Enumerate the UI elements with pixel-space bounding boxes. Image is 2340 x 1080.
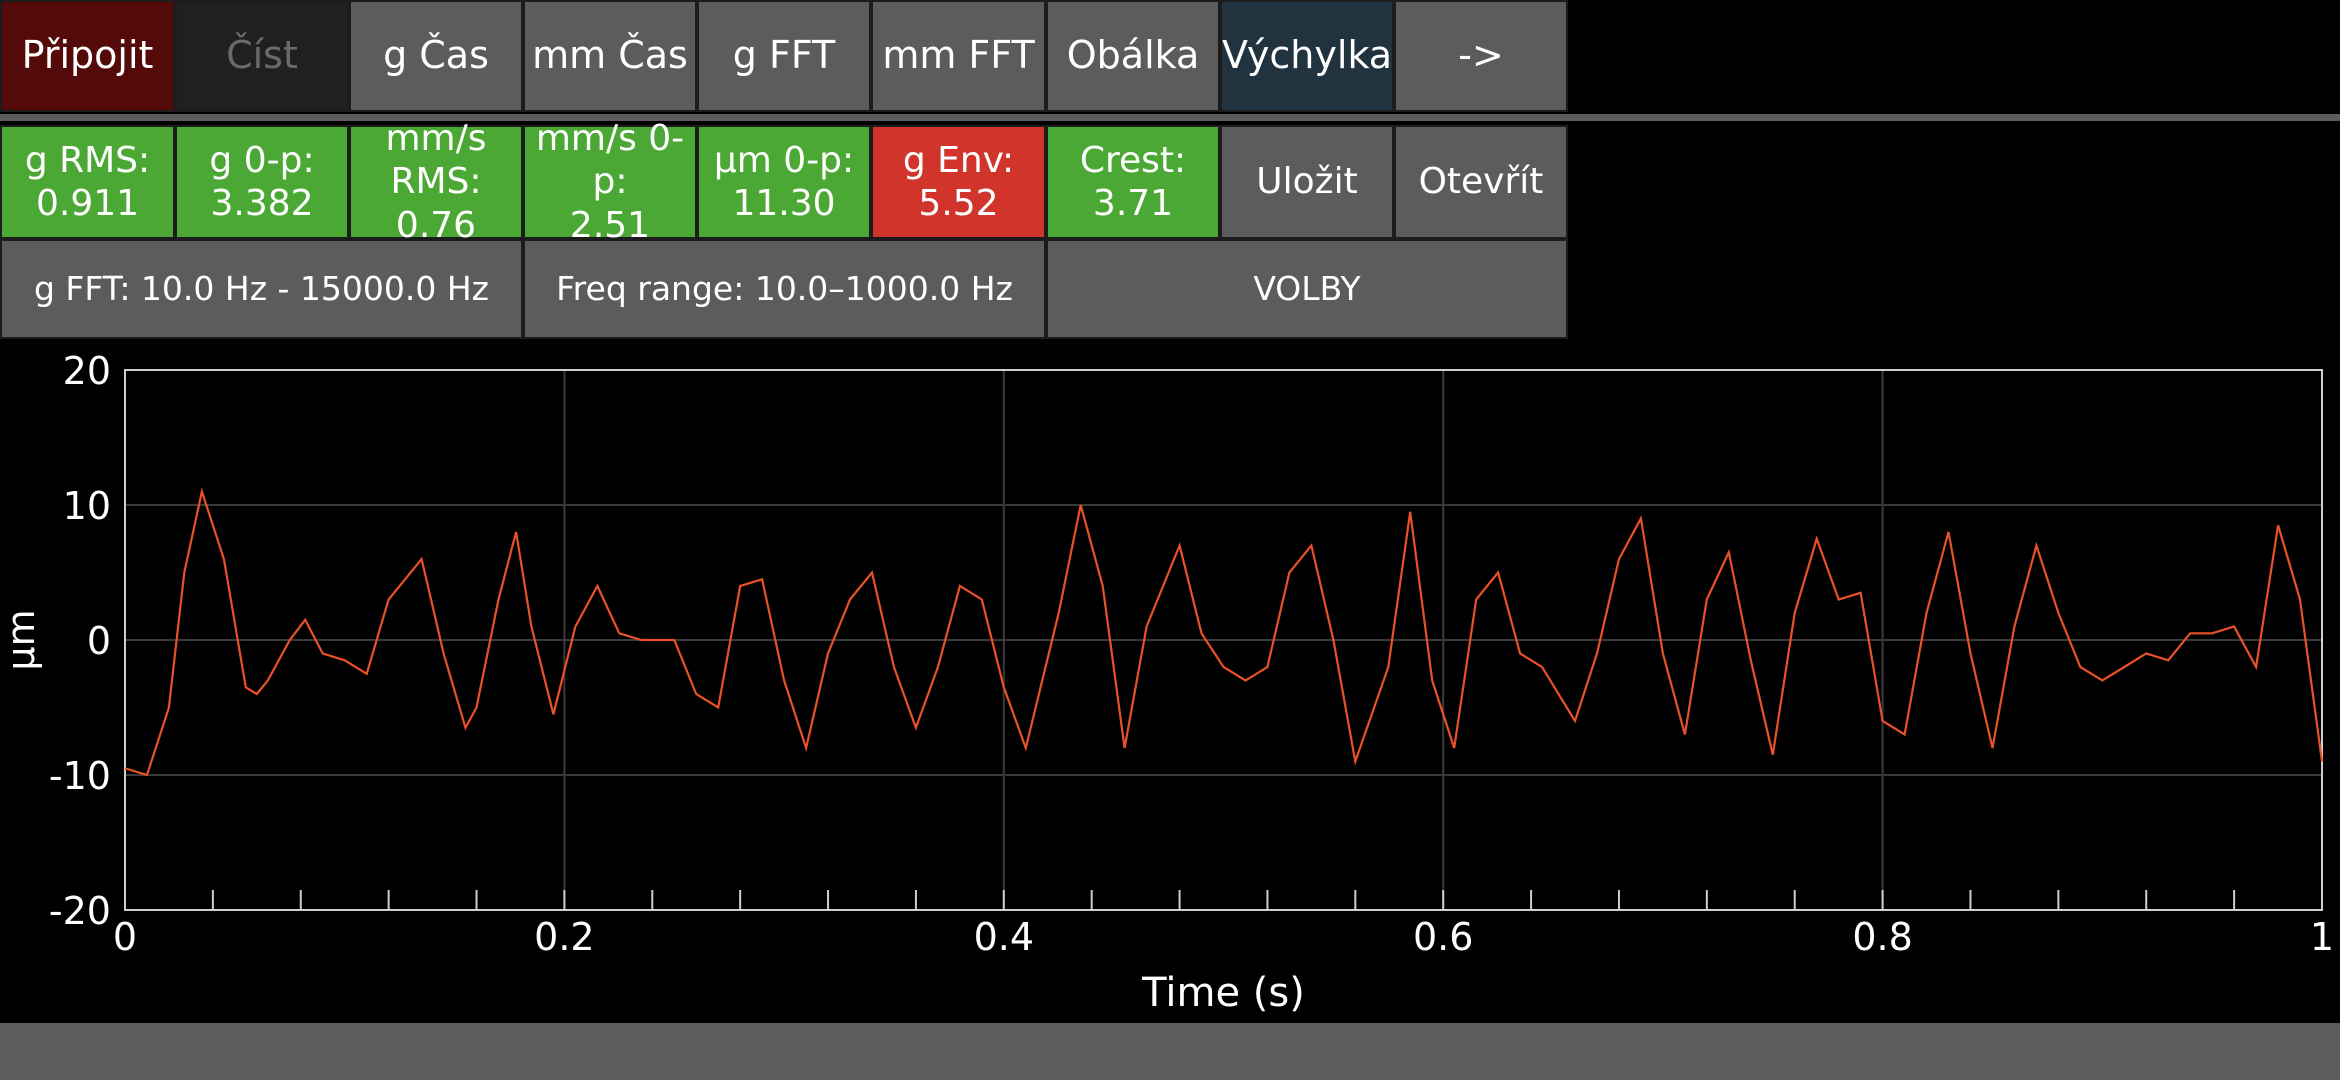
metric-value: 0.911 [35, 183, 140, 224]
metric-value: 3.382 [210, 183, 314, 224]
x-tick-label: 0.6 [1413, 915, 1473, 959]
metric-mms-0p: mm/s 0-p: 2.51 [523, 118, 697, 246]
metric-label: mm/s RMS: [385, 118, 487, 203]
x-minor-ticks [211, 890, 2236, 910]
metric-label: g RMS: [24, 139, 151, 181]
metric-value: 2.51 [569, 204, 651, 246]
freq-range-button[interactable]: Freq range: 10.0–1000.0 Hz [523, 239, 1046, 339]
metric-value: 0.76 [395, 204, 477, 246]
envelope-button[interactable]: Obálka [1046, 0, 1220, 112]
metric-mms-rms: mm/s RMS: 0.76 [349, 118, 523, 246]
metric-label: g 0-p: [209, 139, 315, 181]
connect-button[interactable]: Připojit [0, 0, 175, 112]
displacement-button[interactable]: Výchylka [1220, 0, 1394, 112]
y-axis-label: µm [0, 609, 43, 670]
metric-value: 3.71 [1092, 183, 1174, 224]
plot-frame [124, 369, 2323, 911]
metric-g-rms: g RMS: 0.911 [0, 125, 175, 239]
metric-label: µm 0-p: [713, 139, 855, 181]
y-tick-label: 20 [63, 349, 111, 393]
x-axis-label: Time (s) [1141, 970, 1305, 1016]
y-tick-label: -10 [49, 754, 111, 798]
next-page-button[interactable]: -> [1394, 0, 1568, 112]
g-time-button[interactable]: g Čas [349, 0, 523, 112]
metric-value: 5.52 [918, 183, 999, 224]
open-button[interactable]: Otevřít [1394, 125, 1568, 239]
metric-value: 11.30 [732, 183, 836, 224]
save-button[interactable]: Uložit [1220, 125, 1394, 239]
x-tick-labels: 0 0.2 0.4 0.6 0.8 1 [113, 915, 2334, 959]
metric-label: mm/s 0-p: [535, 118, 685, 203]
x-tick-label: 0.2 [534, 915, 594, 959]
status-bar [0, 1023, 2340, 1080]
chart-svg: 20 10 0 -10 -20 0 0.2 0.4 0.6 0.8 1 Time (s) µm [0, 349, 2334, 1016]
x-tick-label: 1 [2310, 915, 2334, 959]
mm-time-button[interactable]: mm Čas [523, 0, 697, 112]
x-tick-label: 0.4 [974, 915, 1034, 959]
metric-label: Crest: [1079, 139, 1187, 181]
x-tick-label: 0.8 [1852, 915, 1912, 959]
y-tick-label: 0 [87, 619, 111, 663]
g-fft-range-button[interactable]: g FFT: 10.0 Hz - 15000.0 Hz [0, 239, 523, 339]
metric-g-env: g Env: 5.52 [871, 125, 1046, 239]
options-button[interactable]: VOLBY [1046, 239, 1568, 339]
x-tick-label: 0 [113, 915, 137, 959]
metric-um-0p: µm 0-p: 11.30 [697, 125, 871, 239]
read-button[interactable]: Číst [175, 0, 349, 112]
toolbar-divider [0, 114, 2340, 121]
displacement-chart[interactable]: 20 10 0 -10 -20 0 0.2 0.4 0.6 0.8 1 Time (s) µm [0, 340, 2340, 1020]
metric-crest: Crest: 3.71 [1046, 125, 1220, 239]
metric-g-0p: g 0-p: 3.382 [175, 125, 349, 239]
mm-fft-button[interactable]: mm FFT [871, 0, 1046, 112]
y-tick-labels: 20 10 0 -10 -20 [49, 349, 111, 933]
y-tick-label: -20 [49, 889, 111, 933]
y-tick-label: 10 [63, 484, 111, 528]
g-fft-button[interactable]: g FFT [697, 0, 871, 112]
displacement-trace [124, 487, 2324, 777]
chart-grid [124, 369, 2323, 911]
metric-label: g Env: [902, 139, 1015, 181]
